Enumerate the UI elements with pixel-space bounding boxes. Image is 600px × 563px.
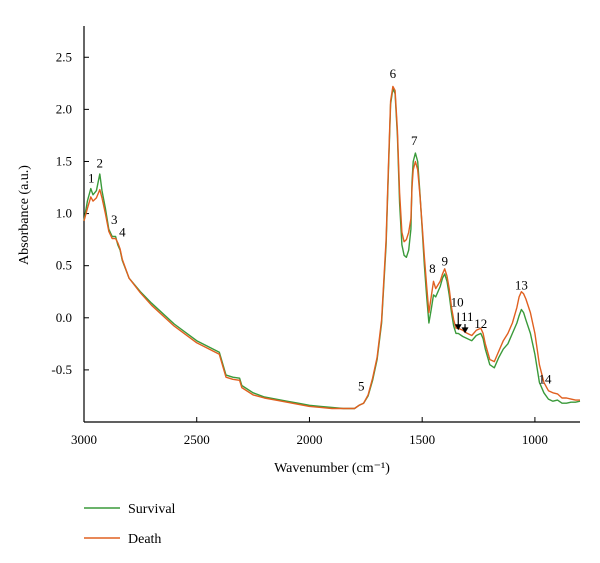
peak-label: 7 bbox=[411, 133, 418, 148]
peak-arrows bbox=[454, 312, 469, 334]
x-tick-label: 2500 bbox=[184, 432, 210, 447]
peak-label: 8 bbox=[429, 261, 436, 276]
y-tick-label: 0.0 bbox=[56, 310, 72, 325]
peak-label: 4 bbox=[119, 225, 126, 240]
x-tick-label: 1500 bbox=[409, 432, 435, 447]
peak-label: 1 bbox=[88, 170, 95, 185]
y-tick-label: 0.5 bbox=[56, 258, 72, 273]
y-ticks: -0.5 0.0 0.5 1.0 1.5 2.0 2.5 bbox=[51, 49, 89, 377]
plot-area: -0.5 0.0 0.5 1.0 1.5 2.0 2.5 3000 2500 2000 1500 1… bbox=[51, 26, 581, 447]
series-line-death bbox=[83, 85, 580, 410]
y-tick-label: 1.5 bbox=[56, 153, 72, 168]
y-tick-label: 1.0 bbox=[56, 206, 72, 221]
legend: Survival Death bbox=[84, 502, 176, 547]
y-tick-label: -0.5 bbox=[51, 362, 72, 377]
x-axis-title: Wavenumber (cm⁻¹) bbox=[274, 461, 390, 476]
y-tick-label: 2.5 bbox=[56, 49, 72, 64]
peak-label: 9 bbox=[441, 254, 448, 269]
legend-label-death: Death bbox=[128, 532, 161, 547]
x-tick-label: 3000 bbox=[71, 432, 97, 447]
x-tick-label: 2000 bbox=[296, 432, 322, 447]
peak-arrow bbox=[454, 312, 462, 331]
peak-label: 10 bbox=[451, 294, 464, 309]
peak-label: 12 bbox=[474, 316, 487, 331]
peak-arrow bbox=[461, 324, 469, 334]
peak-label: 3 bbox=[111, 212, 118, 227]
peak-label: 11 bbox=[461, 309, 474, 324]
y-axis-title: Absorbance (a.u.) bbox=[17, 165, 32, 265]
peak-label: 6 bbox=[390, 66, 397, 81]
series-layer bbox=[83, 85, 581, 410]
series-line-survival bbox=[83, 87, 581, 410]
peak-label: 14 bbox=[539, 371, 553, 386]
peak-label: 5 bbox=[358, 379, 365, 394]
y-tick-label: 2.0 bbox=[56, 101, 72, 116]
x-tick-label: 1000 bbox=[522, 432, 548, 447]
legend-label-survival: Survival bbox=[128, 502, 176, 517]
peak-label: 2 bbox=[97, 156, 104, 171]
peak-label: 13 bbox=[515, 278, 528, 293]
x-ticks: 3000 2500 2000 1500 1000 bbox=[71, 417, 548, 447]
